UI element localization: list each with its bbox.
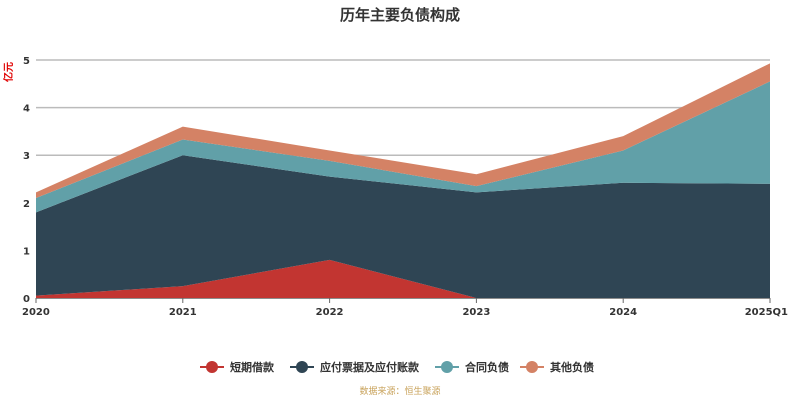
x-tick-label: 2023 bbox=[462, 307, 490, 318]
y-tick-label: 1 bbox=[23, 246, 30, 257]
series-areas bbox=[36, 63, 770, 298]
legend: 短期借款 应付票据及应付账款 合同负债 其他负债 bbox=[200, 360, 594, 374]
x-tick-label: 2020 bbox=[22, 307, 50, 318]
area-series-1 bbox=[36, 155, 770, 298]
area-series-0 bbox=[36, 259, 770, 298]
y-tick-label: 4 bbox=[23, 104, 30, 115]
x-axis: 2020 2021 2022 2023 2024 2025Q1 bbox=[22, 298, 788, 318]
legend-marker bbox=[441, 361, 453, 373]
y-axis: 0 1 2 3 4 5 bbox=[23, 56, 30, 305]
x-tick-label: 2021 bbox=[169, 307, 197, 318]
x-tick-label: 2025Q1 bbox=[745, 307, 788, 318]
area-series-2 bbox=[36, 81, 770, 213]
legend-item-1[interactable]: 应付票据及应付账款 bbox=[290, 360, 420, 374]
y-axis-label: 亿元 bbox=[2, 62, 15, 82]
legend-label: 其他负债 bbox=[550, 360, 594, 374]
y-tick-label: 3 bbox=[23, 151, 30, 162]
x-tick-label: 2024 bbox=[609, 307, 637, 318]
legend-marker bbox=[526, 361, 538, 373]
legend-label: 短期借款 bbox=[230, 360, 275, 374]
legend-label: 应付票据及应付账款 bbox=[320, 360, 420, 374]
area-series-3 bbox=[36, 63, 770, 199]
y-tick-label: 5 bbox=[23, 56, 30, 67]
y-tick-label: 2 bbox=[23, 199, 30, 210]
legend-item-3[interactable]: 其他负债 bbox=[520, 360, 594, 374]
legend-marker bbox=[206, 361, 218, 373]
data-source-note: 数据来源：恒生聚源 bbox=[359, 385, 440, 397]
x-tick-label: 2022 bbox=[316, 307, 344, 318]
legend-item-0[interactable]: 短期借款 bbox=[200, 360, 275, 374]
chart-title: 历年主要负债构成 bbox=[340, 6, 460, 24]
legend-label: 合同负债 bbox=[465, 360, 509, 374]
legend-item-2[interactable]: 合同负债 bbox=[435, 360, 509, 374]
legend-marker bbox=[296, 361, 308, 373]
y-tick-label: 0 bbox=[23, 294, 30, 305]
